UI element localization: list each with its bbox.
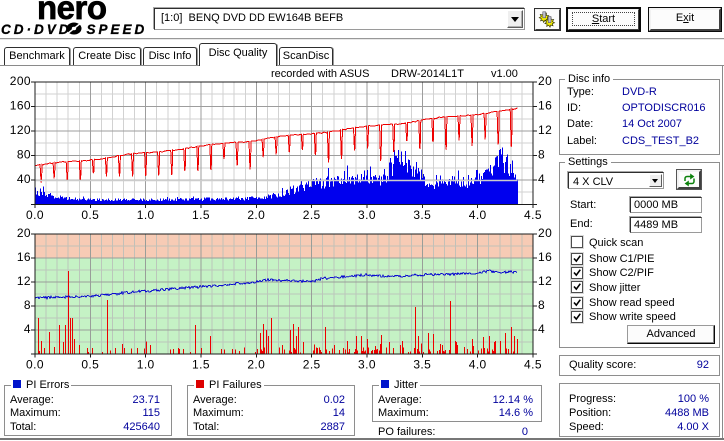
svg-text:120: 120 <box>10 123 31 137</box>
svg-text:20: 20 <box>538 226 552 240</box>
svg-text:2.5: 2.5 <box>303 208 321 222</box>
svg-text:3.5: 3.5 <box>413 208 431 222</box>
svg-text:12: 12 <box>538 274 552 288</box>
svg-text:4.5: 4.5 <box>524 358 542 372</box>
svg-text:4: 4 <box>538 322 545 336</box>
svg-text:4: 4 <box>538 172 545 186</box>
svg-text:3.0: 3.0 <box>358 208 376 222</box>
svg-text:3.0: 3.0 <box>358 358 376 372</box>
svg-text:4.0: 4.0 <box>469 358 487 372</box>
svg-text:8: 8 <box>24 298 31 312</box>
svg-text:20: 20 <box>17 226 31 240</box>
svg-text:0.5: 0.5 <box>81 358 99 372</box>
svg-text:16: 16 <box>538 99 552 113</box>
svg-text:0.0: 0.0 <box>26 208 44 222</box>
svg-text:0.5: 0.5 <box>81 208 99 222</box>
svg-text:3.5: 3.5 <box>413 358 431 372</box>
svg-text:12: 12 <box>17 274 31 288</box>
svg-text:200: 200 <box>10 74 31 88</box>
svg-text:40: 40 <box>17 172 31 186</box>
svg-text:4.0: 4.0 <box>469 208 487 222</box>
svg-text:4.5: 4.5 <box>524 208 542 222</box>
svg-text:160: 160 <box>10 99 31 113</box>
svg-text:20: 20 <box>538 74 552 88</box>
svg-text:1.0: 1.0 <box>137 358 155 372</box>
svg-text:16: 16 <box>17 250 31 264</box>
svg-text:16: 16 <box>538 250 552 264</box>
svg-text:4: 4 <box>24 322 31 336</box>
svg-text:1.5: 1.5 <box>192 208 210 222</box>
svg-text:1.5: 1.5 <box>192 358 210 372</box>
svg-text:1.0: 1.0 <box>137 208 155 222</box>
svg-text:12: 12 <box>538 123 552 137</box>
svg-text:80: 80 <box>17 148 31 162</box>
svg-text:2.0: 2.0 <box>247 208 265 222</box>
svg-text:8: 8 <box>538 298 545 312</box>
svg-text:0.0: 0.0 <box>26 358 44 372</box>
svg-text:2.5: 2.5 <box>303 358 321 372</box>
svg-text:2.0: 2.0 <box>247 358 265 372</box>
svg-text:8: 8 <box>538 148 545 162</box>
